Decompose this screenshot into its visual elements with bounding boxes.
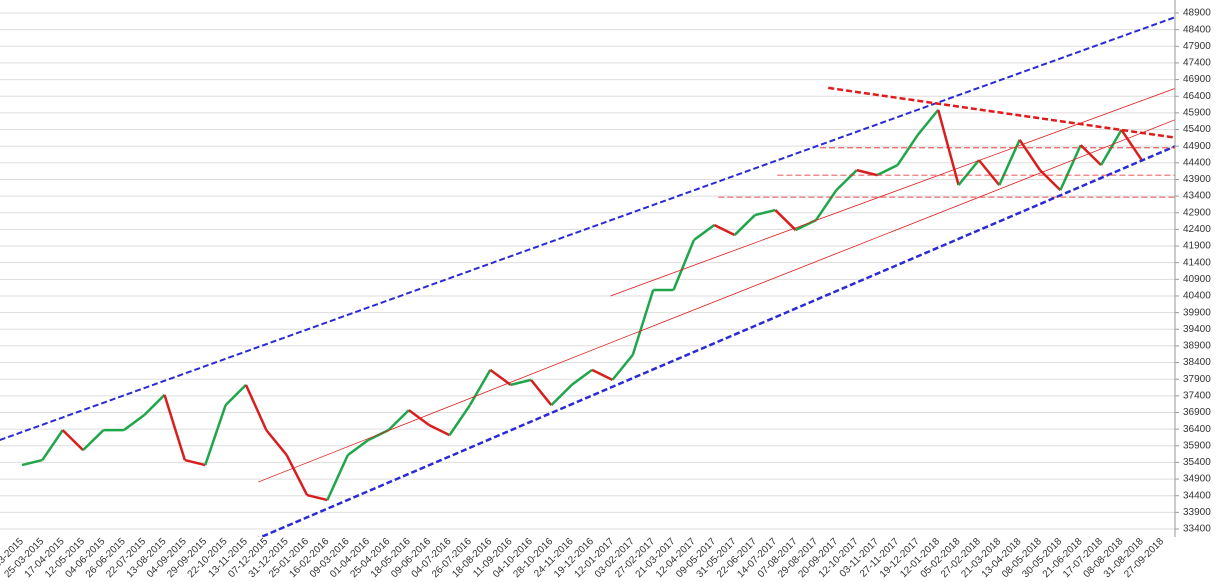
trend-line (610, 87, 1175, 297)
price-segment (570, 368, 593, 386)
y-tick-label: 43400 (1183, 191, 1211, 202)
y-tick-label: 40900 (1183, 274, 1211, 285)
price-segment (224, 383, 247, 407)
price-segment (326, 454, 349, 501)
y-tick-label: 47900 (1183, 41, 1211, 52)
y-tick-label: 48400 (1183, 24, 1211, 35)
y-tick-label: 46900 (1183, 74, 1211, 85)
y-tick-label: 46400 (1183, 91, 1211, 102)
price-segment (550, 383, 573, 407)
price-segment (1079, 144, 1102, 167)
y-tick-label: 44900 (1183, 141, 1211, 152)
price-segment (774, 209, 797, 231)
y-tick-label: 45900 (1183, 108, 1211, 119)
price-segment (265, 429, 288, 456)
price-segment (428, 424, 451, 437)
y-tick-label: 38900 (1183, 341, 1211, 352)
price-segment (1039, 169, 1062, 191)
price-segment (61, 429, 84, 451)
plot-area (0, 16, 1175, 537)
y-tick-label: 42400 (1183, 224, 1211, 235)
price-segment (733, 214, 756, 236)
y-tick-label: 39900 (1183, 307, 1211, 318)
y-tick-label: 45400 (1183, 124, 1211, 135)
trend-line (257, 144, 1175, 537)
price-segment (163, 394, 187, 461)
price-segment (1018, 139, 1042, 171)
price-segment (1059, 144, 1082, 191)
price-segment (41, 429, 64, 461)
price-segment (408, 409, 430, 427)
price-segment (510, 378, 532, 387)
y-tick-label: 35900 (1183, 440, 1211, 451)
y-tick-label: 44400 (1183, 157, 1211, 168)
price-segment (530, 379, 553, 406)
y-tick-label: 41400 (1183, 257, 1211, 268)
price-segment (713, 223, 736, 237)
y-tick-label: 38400 (1183, 357, 1211, 368)
price-segment (244, 384, 268, 431)
price-segment (347, 439, 369, 457)
y-tick-label: 37400 (1183, 390, 1211, 401)
y-tick-label: 39400 (1183, 324, 1211, 335)
y-tick-label: 47400 (1183, 58, 1211, 69)
y-tick-label: 33400 (1183, 524, 1211, 535)
price-segment (998, 139, 1021, 186)
trend-line (258, 119, 1175, 483)
y-tick-label: 42900 (1183, 207, 1211, 218)
y-tick-label: 36400 (1183, 424, 1211, 435)
price-segment (835, 169, 858, 191)
price-segment (387, 409, 410, 432)
grid (0, 12, 1175, 530)
price-segment (591, 368, 613, 381)
price-segment (143, 393, 166, 417)
y-tick-label: 43900 (1183, 174, 1211, 185)
price-segment (21, 458, 43, 467)
price-segment (754, 208, 776, 217)
y-tick-label: 33900 (1183, 507, 1211, 518)
y-tick-label: 36900 (1183, 407, 1211, 418)
price-segment (306, 493, 328, 502)
price-segment (856, 168, 878, 177)
price-segment (876, 164, 899, 177)
price-segment (815, 189, 838, 221)
price-segment (631, 289, 655, 356)
price-segment (489, 368, 512, 386)
y-tick-label: 34400 (1183, 490, 1211, 501)
price-segment (468, 369, 492, 406)
price-segment (957, 159, 980, 186)
price-segment (693, 224, 715, 242)
price-segment (1120, 129, 1143, 161)
price-segment (896, 134, 919, 166)
y-tick-label: 41900 (1183, 241, 1211, 252)
price-segment (448, 404, 471, 436)
y-tick-label: 48900 (1183, 8, 1211, 19)
y-tick-label: 40400 (1183, 291, 1211, 302)
price-segment (977, 159, 1001, 186)
price-segment (611, 354, 634, 381)
price-segment (82, 429, 105, 451)
trend-line (828, 86, 1175, 139)
price-segment (916, 109, 940, 136)
y-tick-label: 37900 (1183, 374, 1211, 385)
price-segment (184, 458, 206, 467)
price-segment (285, 454, 309, 496)
price-segment (204, 404, 227, 466)
y-tick-label: 35400 (1183, 457, 1211, 468)
price-segment (123, 414, 145, 432)
trend-line (0, 16, 1175, 442)
price-segment (672, 239, 696, 291)
y-tick-label: 34900 (1183, 474, 1211, 485)
